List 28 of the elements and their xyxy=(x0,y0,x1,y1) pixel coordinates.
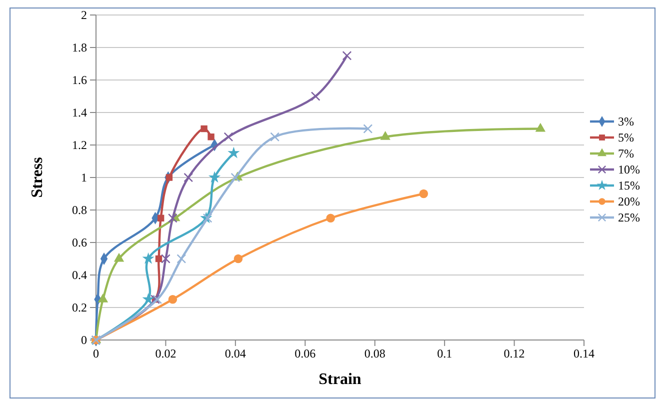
x-tick-label: 0.12 xyxy=(504,346,525,361)
y-tick-label: 2 xyxy=(81,8,87,22)
y-tick-label: 1.8 xyxy=(72,40,87,54)
x-tick-label: 0.14 xyxy=(574,346,594,361)
x-tick-label: 0.02 xyxy=(155,346,176,361)
y-tick-label: 0.4 xyxy=(72,268,87,282)
y-axis-title: Stress xyxy=(29,157,46,198)
x-tick-label: 0.08 xyxy=(364,346,386,361)
y-tick-label: 0.6 xyxy=(72,235,87,250)
legend-label: 3% xyxy=(618,114,634,128)
legend-label: 5% xyxy=(618,130,634,144)
y-tick-label: 1.6 xyxy=(72,72,87,87)
x-axis-title: Strain xyxy=(318,371,362,388)
x-tick-label: 0.04 xyxy=(224,346,246,361)
legend-label: 10% xyxy=(618,162,640,176)
y-tick-label: 1 xyxy=(81,170,87,184)
x-tick-label: 0.06 xyxy=(294,346,316,361)
x-tick-label: 0 xyxy=(93,346,99,361)
x-tick-label: 0.1 xyxy=(437,346,452,361)
y-tick-label: 1.4 xyxy=(72,105,87,120)
legend-label: 20% xyxy=(618,194,640,208)
y-tick-label: 0.8 xyxy=(72,202,87,217)
y-tick-label: 0.2 xyxy=(72,300,87,314)
legend-label: 7% xyxy=(618,146,634,160)
y-tick-label: 0 xyxy=(81,332,87,347)
legend-label: 25% xyxy=(618,210,640,224)
legend-label: 15% xyxy=(618,178,640,192)
y-tick-label: 1.2 xyxy=(72,138,87,152)
